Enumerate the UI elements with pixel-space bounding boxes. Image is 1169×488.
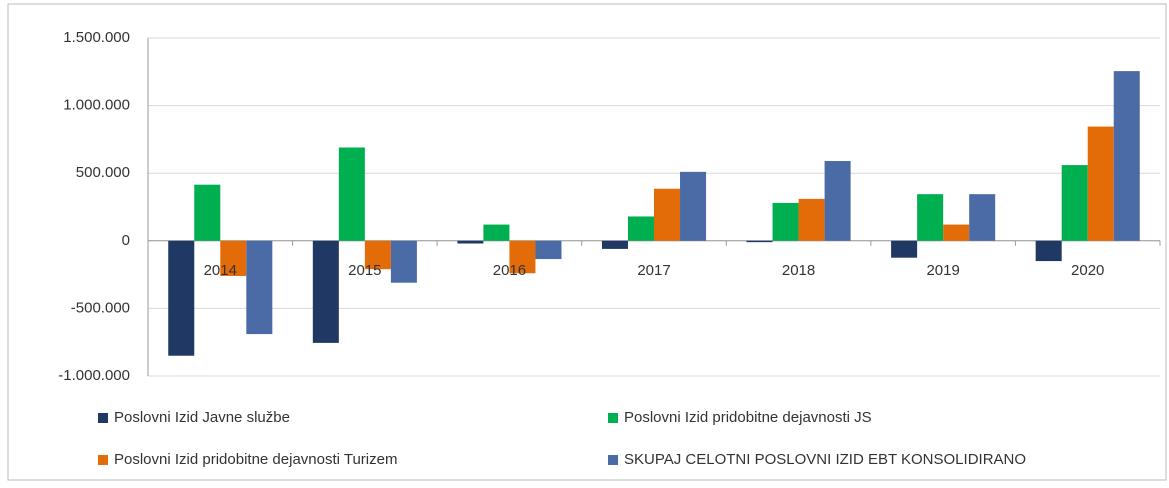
bar [917, 194, 944, 241]
legend-label: Poslovni Izid Javne službe [114, 409, 290, 426]
x-tick-label: 2017 [637, 262, 670, 279]
x-tick-label: 2018 [782, 262, 815, 279]
bar [891, 240, 918, 258]
x-tick-label: 2014 [204, 262, 237, 279]
bar [312, 240, 339, 343]
bar [824, 161, 851, 241]
legend-label: Poslovni Izid pridobitne dejavnosti JS [624, 409, 872, 426]
bar [535, 240, 562, 260]
x-tick-label: 2015 [348, 262, 381, 279]
bar [969, 194, 996, 241]
bar [194, 184, 221, 241]
bar [168, 240, 195, 356]
bar [654, 188, 681, 241]
legend-label: Poslovni Izid pridobitne dejavnosti Turi… [114, 451, 397, 468]
bar [943, 224, 970, 241]
bar [509, 240, 536, 274]
bar [1113, 71, 1140, 241]
legend-swatch [608, 455, 618, 465]
bar [246, 240, 273, 335]
y-tick-label: 0 [122, 232, 130, 249]
legend-swatch [98, 413, 108, 423]
y-tick-label: 1.500.000 [63, 29, 130, 46]
bar [746, 240, 773, 243]
bar [680, 171, 707, 241]
legend-label: SKUPAJ CELOTNI POSLOVNI IZID EBT KONSOLI… [624, 451, 1026, 468]
y-tick-label: -500.000 [71, 299, 130, 316]
bar [1061, 165, 1088, 241]
bar [338, 147, 365, 241]
bar [457, 240, 484, 244]
bar [1087, 126, 1114, 241]
bar [364, 240, 391, 270]
bar [798, 198, 825, 241]
y-tick-label: 500.000 [76, 164, 130, 181]
bar [1035, 240, 1062, 262]
legend-swatch [608, 413, 618, 423]
bar [627, 216, 654, 241]
x-tick-label: 2020 [1071, 262, 1104, 279]
x-tick-label: 2016 [493, 262, 526, 279]
y-tick-label: -1.000.000 [58, 367, 130, 384]
bar [601, 240, 628, 249]
legend-swatch [98, 455, 108, 465]
chart-border [7, 3, 1167, 481]
bar [220, 240, 247, 276]
bar [390, 240, 417, 283]
x-tick-label: 2019 [926, 262, 959, 279]
bar [483, 224, 510, 241]
bar [772, 202, 799, 241]
y-tick-label: 1.000.000 [63, 97, 130, 114]
